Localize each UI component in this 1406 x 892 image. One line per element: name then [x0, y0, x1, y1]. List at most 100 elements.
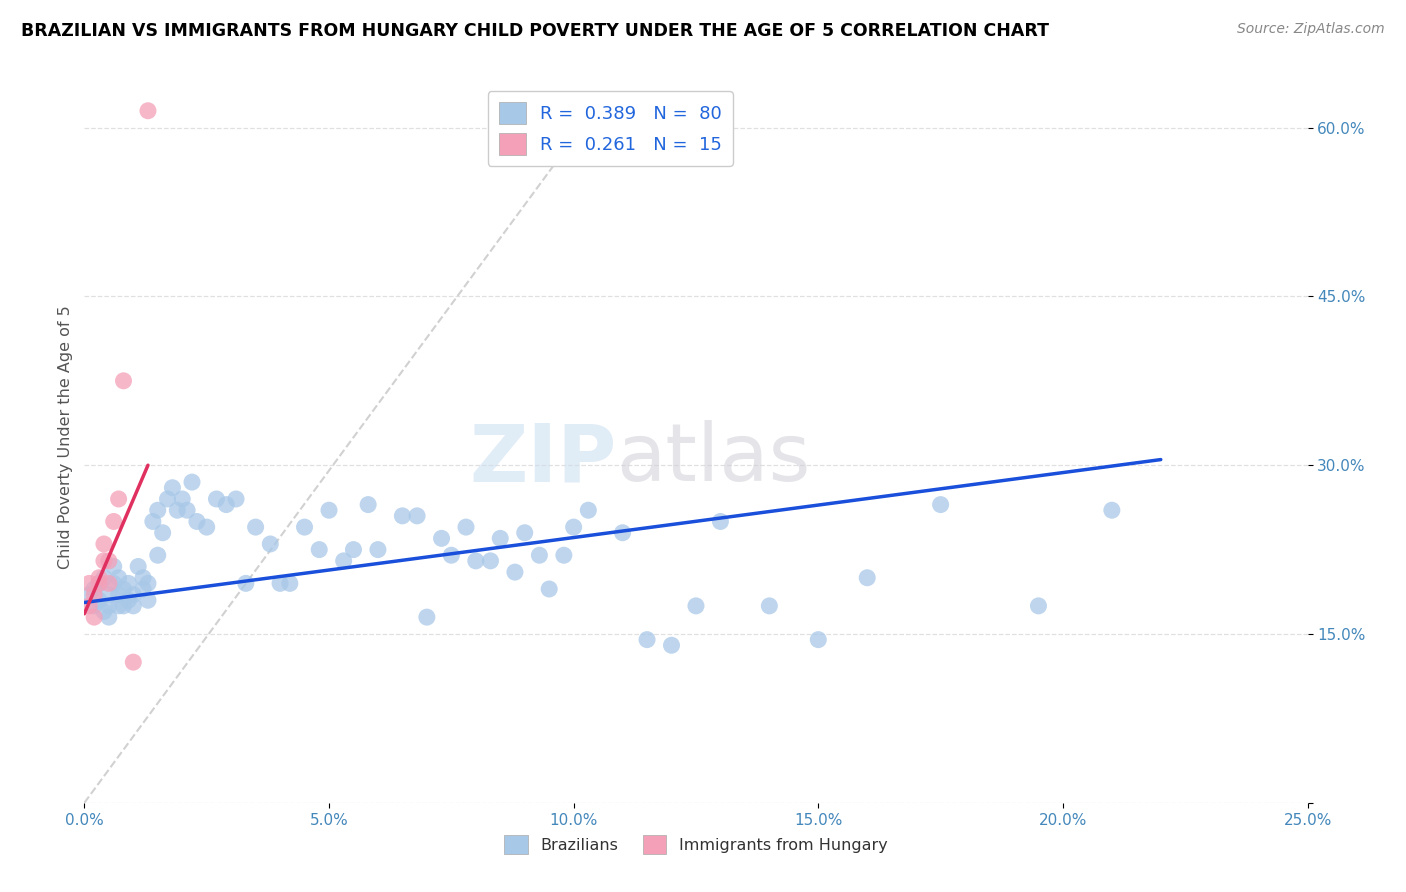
Point — [278, 576, 301, 591]
Point — [77, 576, 100, 591]
Point — [562, 520, 585, 534]
Point — [136, 576, 159, 591]
Point — [513, 525, 536, 540]
Point — [112, 582, 135, 596]
Point — [391, 508, 413, 523]
Point — [181, 475, 204, 489]
Point — [122, 655, 145, 669]
Point — [205, 491, 228, 506]
Point — [612, 525, 634, 540]
Point — [127, 559, 149, 574]
Point — [97, 599, 120, 613]
Point — [122, 599, 145, 613]
Point — [454, 520, 477, 534]
Point — [117, 576, 139, 591]
Point — [162, 481, 184, 495]
Point — [259, 537, 281, 551]
Point — [176, 503, 198, 517]
Point — [136, 103, 159, 118]
Point — [93, 537, 115, 551]
Point — [318, 503, 340, 517]
Point — [87, 576, 110, 591]
Text: BRAZILIAN VS IMMIGRANTS FROM HUNGARY CHILD POVERTY UNDER THE AGE OF 5 CORRELATIO: BRAZILIAN VS IMMIGRANTS FROM HUNGARY CHI… — [21, 22, 1049, 40]
Point — [576, 503, 599, 517]
Point — [87, 593, 110, 607]
Point — [685, 599, 707, 613]
Point — [430, 532, 453, 546]
Point — [132, 582, 155, 596]
Point — [636, 632, 658, 647]
Point — [87, 576, 110, 591]
Point — [661, 638, 683, 652]
Point — [83, 599, 105, 613]
Point — [83, 588, 105, 602]
Point — [132, 571, 155, 585]
Point — [553, 548, 575, 562]
Point — [856, 571, 879, 585]
Point — [93, 571, 115, 585]
Point — [308, 542, 330, 557]
Point — [807, 632, 830, 647]
Point — [758, 599, 780, 613]
Point — [225, 491, 247, 506]
Point — [112, 599, 135, 613]
Point — [235, 576, 257, 591]
Point — [156, 491, 179, 506]
Point — [136, 593, 159, 607]
Point — [97, 576, 120, 591]
Point — [342, 542, 364, 557]
Point — [186, 515, 208, 529]
Point — [107, 491, 129, 506]
Point — [489, 532, 512, 546]
Point — [103, 559, 125, 574]
Point — [406, 508, 429, 523]
Text: ZIP: ZIP — [470, 420, 616, 498]
Point — [215, 498, 238, 512]
Point — [357, 498, 380, 512]
Point — [1101, 503, 1123, 517]
Point — [195, 520, 218, 534]
Point — [93, 605, 115, 619]
Point — [93, 554, 115, 568]
Point — [245, 520, 267, 534]
Point — [529, 548, 551, 562]
Point — [367, 542, 389, 557]
Point — [83, 582, 105, 596]
Point — [172, 491, 194, 506]
Point — [294, 520, 316, 534]
Point — [332, 554, 354, 568]
Point — [77, 599, 100, 613]
Y-axis label: Child Poverty Under the Age of 5: Child Poverty Under the Age of 5 — [58, 305, 73, 569]
Point — [97, 588, 120, 602]
Point — [146, 503, 169, 517]
Point — [152, 525, 174, 540]
Point — [83, 610, 105, 624]
Point — [107, 588, 129, 602]
Point — [440, 548, 463, 562]
Point — [709, 515, 731, 529]
Point — [503, 565, 526, 579]
Text: atlas: atlas — [616, 420, 811, 498]
Text: Source: ZipAtlas.com: Source: ZipAtlas.com — [1237, 22, 1385, 37]
Point — [1028, 599, 1050, 613]
Point — [107, 599, 129, 613]
Point — [146, 548, 169, 562]
Point — [97, 610, 120, 624]
Point — [142, 515, 165, 529]
Point — [479, 554, 502, 568]
Point — [87, 571, 110, 585]
Point — [103, 576, 125, 591]
Point — [269, 576, 291, 591]
Point — [77, 588, 100, 602]
Point — [464, 554, 486, 568]
Point — [538, 582, 561, 596]
Point — [117, 593, 139, 607]
Point — [122, 588, 145, 602]
Point — [103, 515, 125, 529]
Point — [97, 554, 120, 568]
Legend: Brazilians, Immigrants from Hungary: Brazilians, Immigrants from Hungary — [498, 829, 894, 861]
Point — [416, 610, 439, 624]
Point — [166, 503, 188, 517]
Point — [112, 374, 135, 388]
Point — [107, 571, 129, 585]
